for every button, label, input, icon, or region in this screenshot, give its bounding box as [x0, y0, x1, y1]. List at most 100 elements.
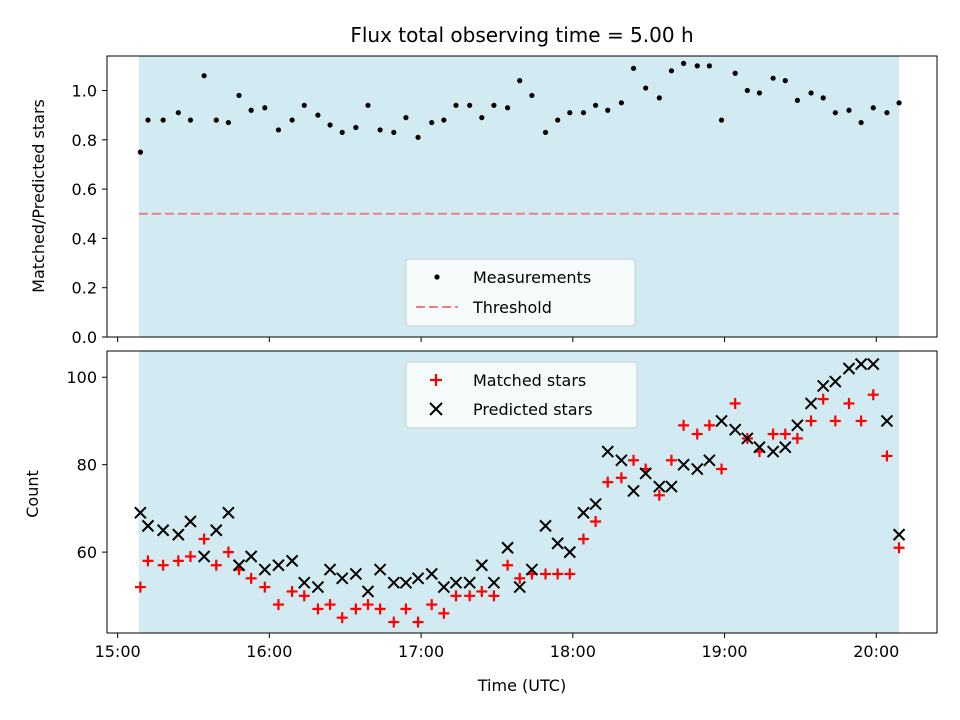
top-y-tick-label: 0.4: [72, 229, 97, 248]
x-tick-label: 15:00: [95, 642, 141, 661]
predicted-star-point: [766, 445, 780, 458]
measurement-point: [820, 95, 826, 101]
legend-matched-label: Matched stars: [473, 371, 586, 390]
matched-star-point: [476, 585, 488, 597]
predicted-star-point: [880, 414, 894, 428]
top-y-tick-label: 1.0: [72, 82, 97, 101]
measurement-point: [453, 102, 459, 108]
predicted-star-point: [551, 537, 564, 550]
predicted-star-point: [361, 585, 375, 598]
predicted-star-point: [232, 559, 246, 572]
predicted-star-point: [222, 506, 235, 519]
legend-predicted-label: Predicted stars: [473, 400, 593, 419]
bottom-y-tick-label: 100: [66, 368, 97, 387]
top-y-tick-label: 0.8: [72, 131, 97, 150]
predicted-star-point: [703, 454, 716, 467]
predicted-star-point: [323, 563, 337, 576]
predicted-star-point: [399, 576, 413, 589]
top-points-group: [137, 60, 902, 155]
measurement-point: [467, 102, 473, 108]
measurement-point: [504, 105, 511, 111]
matched-star-point: [615, 472, 627, 484]
measurement-point: [441, 117, 447, 123]
matched-star-point: [172, 555, 184, 567]
matched-star-point: [703, 419, 715, 431]
matched-star-point: [426, 599, 438, 611]
predicted-star-point: [349, 567, 363, 581]
predicted-star-point: [425, 567, 438, 581]
measurement-point: [517, 78, 523, 84]
matched-star-point: [502, 559, 514, 571]
matched-star-point: [412, 616, 424, 628]
x-tick-label: 17:00: [398, 642, 444, 661]
predicted-star-point: [539, 519, 552, 533]
measurement-point: [732, 70, 738, 76]
measurement-point: [248, 107, 254, 113]
predicted-star-point: [854, 357, 868, 371]
measurement-point: [832, 110, 838, 116]
measurement-point: [555, 117, 561, 123]
matched-star-point: [336, 612, 348, 624]
matched-star-point: [767, 428, 779, 440]
predicted-star-point: [501, 541, 514, 554]
x-tick-label: 19:00: [702, 642, 748, 661]
matched-star-point: [222, 546, 234, 558]
measurement-point: [213, 117, 219, 123]
bottom-frame: [106, 350, 938, 634]
x-tick-label: 20:00: [853, 642, 899, 661]
predicted-star-point: [867, 357, 880, 371]
predicted-star-point: [210, 524, 223, 537]
predicted-star-point: [791, 419, 804, 432]
measurement-point: [339, 129, 345, 136]
measurement-point: [643, 85, 649, 91]
matched-star-point: [855, 415, 867, 427]
predicted-star-point: [311, 580, 325, 594]
measurement-point: [770, 75, 776, 81]
bottom-panel: 60 80 100 15:00 16:00 17:00 18:00 19:00 20:00 C…: [23, 350, 938, 695]
predicted-star-point: [715, 414, 728, 428]
measurement-point: [870, 105, 876, 111]
matched-star-point: [272, 599, 284, 611]
matched-star-point: [552, 568, 564, 580]
measurement-point: [327, 122, 333, 128]
predicted-star-point: [197, 550, 211, 563]
measurement-point: [262, 105, 268, 111]
matched-star-point: [678, 419, 690, 431]
matched-star-point: [450, 590, 462, 602]
predicted-star-point: [184, 515, 197, 528]
matched-star-point: [729, 397, 741, 409]
predicted-star-point: [272, 559, 285, 572]
predicted-star-point: [513, 580, 526, 594]
matched-star-point: [514, 572, 526, 584]
predicted-star-point: [842, 362, 856, 375]
predicted-star-point: [589, 497, 602, 511]
matched-star-point: [298, 590, 310, 602]
predicted-star-point: [601, 445, 614, 458]
matched-star-point: [805, 415, 817, 427]
measurement-point: [353, 124, 359, 131]
matched-star-point: [665, 454, 677, 466]
legend-measurements-label: Measurements: [473, 268, 591, 287]
matched-star-point: [577, 533, 589, 545]
measurement-point: [236, 92, 242, 99]
measurement-point: [846, 107, 852, 113]
bottom-y-axis: 60 80 100: [66, 368, 107, 562]
top-y-tick-label: 0.6: [72, 180, 97, 199]
bottom-y-label: Count: [23, 470, 42, 518]
predicted-star-point: [665, 480, 678, 493]
measurement-point: [391, 129, 397, 136]
top-y-axis: 0.0 0.2 0.4 0.6 0.8 1.0: [72, 82, 107, 347]
x-axis-label: Time (UTC): [477, 676, 566, 695]
top-y-label: Matched/Predicted stars: [29, 99, 48, 293]
predicted-star-point: [449, 576, 463, 589]
matched-star-point: [286, 585, 298, 597]
matched-star-point: [779, 428, 791, 440]
matched-star-point: [388, 616, 400, 628]
matched-star-point: [817, 393, 829, 405]
measurement-point: [567, 110, 573, 116]
measurement-point: [542, 129, 549, 136]
predicted-star-point: [615, 454, 628, 467]
predicted-star-point: [156, 524, 170, 537]
matched-star-point: [324, 599, 336, 611]
